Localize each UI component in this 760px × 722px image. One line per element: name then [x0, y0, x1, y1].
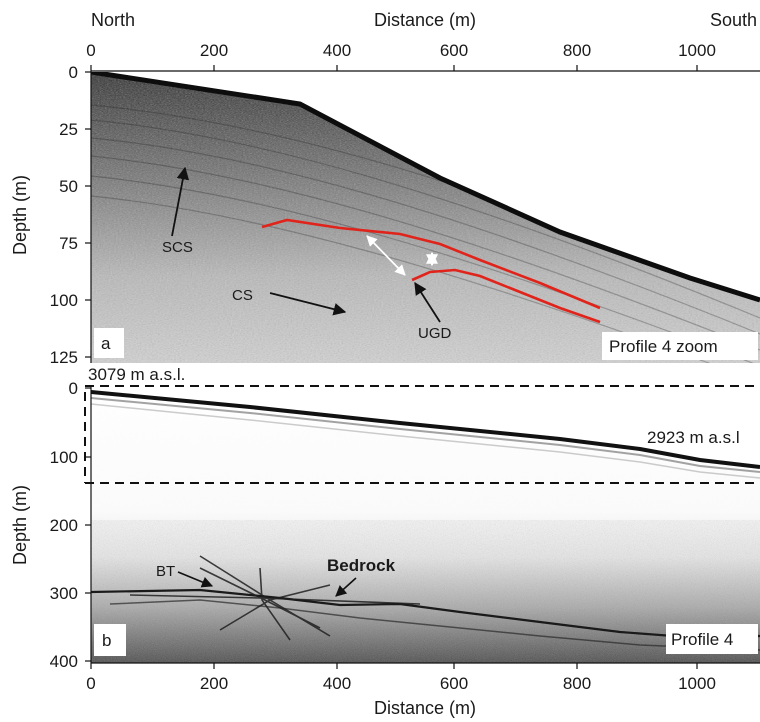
label-ugd: UGD [418, 325, 452, 342]
label-cs: CS [232, 287, 253, 304]
panel-b-x-tick: 600 [440, 674, 468, 693]
panel-b-x-tick: 1000 [678, 674, 716, 693]
panel-a-x-title: Distance (m) [374, 10, 476, 30]
panel-b: 3079 m a.s.l. 2923 m a.s.l BT Bedrock b … [10, 364, 760, 718]
panel-b-letter-box [94, 624, 126, 656]
panel-b-letter: b [102, 631, 111, 650]
panel-a-y-tick: 50 [59, 177, 78, 196]
panel-a-letter-box [94, 328, 124, 358]
panel-a-x-tick: 1000 [678, 41, 716, 60]
red-reflector-upper [261, 218, 601, 310]
panel-a-y-title: Depth (m) [10, 175, 30, 255]
scs-arrow [171, 166, 190, 237]
elevation-label-north: 3079 m a.s.l. [88, 365, 185, 384]
panel-b-caption: Profile 4 [671, 630, 733, 649]
ugd-arrow [414, 281, 441, 323]
panel-a-x-tick: 800 [563, 41, 591, 60]
panel-a-y-tick: 125 [50, 348, 78, 367]
cs-arrow [269, 292, 347, 316]
panel-a-y-tick: 0 [69, 63, 78, 82]
thickness-arrow-left [366, 235, 406, 276]
panel-a-y-tick: 75 [59, 234, 78, 253]
panel-a-caption: Profile 4 zoom [609, 337, 718, 356]
panel-a-letter: a [101, 334, 111, 353]
panel-b-y-tick: 0 [69, 379, 78, 398]
panel-a-x-tick: 400 [323, 41, 351, 60]
panel-b-caption-box [666, 624, 758, 654]
bedrock-reflector [91, 588, 760, 640]
panel-a-y-tick: 100 [50, 291, 78, 310]
panel-b-x-tick: 200 [200, 674, 228, 693]
panel-a-south-label: South [710, 10, 757, 30]
panel-b-x-tick: 800 [563, 674, 591, 693]
panel-a-y-tick: 25 [59, 120, 78, 139]
label-bedrock: Bedrock [327, 556, 396, 575]
panel-a-x-tick: 0 [86, 41, 95, 60]
elevation-label-south: 2923 m a.s.l [647, 428, 740, 447]
panel-a-caption-box [602, 332, 758, 360]
red-reflector-lower [411, 268, 601, 324]
panel-b-y-tick: 400 [50, 652, 78, 671]
label-scs: SCS [162, 239, 193, 256]
radargram-b [91, 385, 760, 663]
bedrock-arrow [335, 577, 357, 597]
panel-b-y-tick: 300 [50, 584, 78, 603]
panel-b-x-title: Distance (m) [374, 698, 476, 718]
bt-arrow [177, 571, 214, 588]
panel-a-x-tick: 200 [200, 41, 228, 60]
panel-b-y-tick: 100 [50, 448, 78, 467]
panel-b-y-tick: 200 [50, 516, 78, 535]
panel-a-x-tick: 600 [440, 41, 468, 60]
panel-a-north-label: North [91, 10, 135, 30]
panel-b-x-tick: 400 [323, 674, 351, 693]
panel-b-y-title: Depth (m) [10, 485, 30, 565]
label-bt: BT [156, 563, 175, 580]
panel-b-x-tick: 0 [86, 674, 95, 693]
radargram-a [91, 72, 760, 363]
panel-a: SCS CS UGD a Profile 4 zoom 0 200 400 60… [10, 10, 760, 367]
